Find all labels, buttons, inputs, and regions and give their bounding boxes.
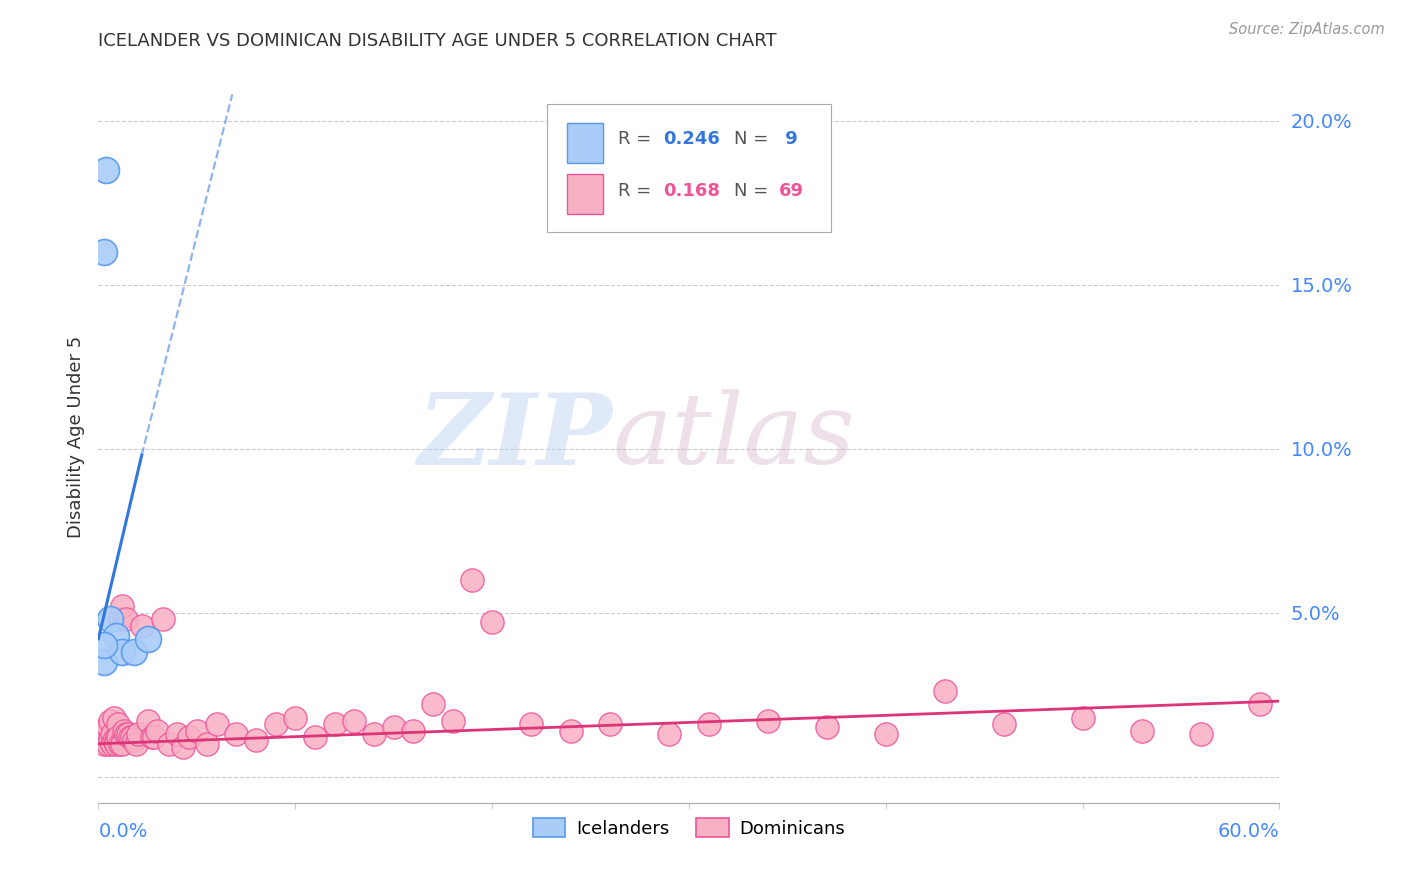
Point bbox=[166, 727, 188, 741]
Point bbox=[98, 612, 121, 626]
Point bbox=[756, 714, 779, 728]
Point bbox=[103, 733, 125, 747]
Point bbox=[101, 737, 124, 751]
Point bbox=[363, 727, 385, 741]
Point bbox=[195, 737, 218, 751]
Point bbox=[1249, 698, 1271, 712]
Point bbox=[121, 730, 143, 744]
Point bbox=[599, 717, 621, 731]
Legend: Icelanders, Dominicans: Icelanders, Dominicans bbox=[526, 811, 852, 845]
Point bbox=[136, 714, 159, 728]
Text: 9: 9 bbox=[779, 130, 797, 148]
Point bbox=[93, 244, 115, 259]
Point bbox=[225, 727, 247, 741]
Point bbox=[101, 727, 124, 741]
Point bbox=[98, 733, 121, 747]
Point bbox=[98, 714, 121, 728]
Point bbox=[560, 723, 582, 738]
Point bbox=[402, 723, 425, 738]
Point bbox=[93, 655, 115, 669]
Point bbox=[141, 730, 163, 744]
Point bbox=[157, 737, 180, 751]
Point bbox=[122, 645, 145, 659]
Point bbox=[658, 727, 681, 741]
Point bbox=[205, 717, 228, 731]
FancyBboxPatch shape bbox=[547, 104, 831, 232]
Point bbox=[245, 733, 267, 747]
Point bbox=[96, 162, 118, 177]
Point bbox=[934, 684, 956, 698]
Point bbox=[131, 618, 153, 632]
Point bbox=[117, 727, 139, 741]
Point bbox=[304, 730, 326, 744]
Point bbox=[136, 632, 159, 646]
Point bbox=[142, 730, 165, 744]
Point bbox=[112, 723, 135, 738]
Point bbox=[127, 727, 149, 741]
Point bbox=[108, 612, 131, 626]
Text: Source: ZipAtlas.com: Source: ZipAtlas.com bbox=[1229, 22, 1385, 37]
FancyBboxPatch shape bbox=[567, 122, 603, 163]
Text: R =: R = bbox=[619, 130, 657, 148]
Y-axis label: Disability Age Under 5: Disability Age Under 5 bbox=[66, 336, 84, 538]
Text: 0.0%: 0.0% bbox=[98, 822, 148, 841]
Text: 0.168: 0.168 bbox=[664, 182, 720, 200]
Point bbox=[152, 612, 174, 626]
Point bbox=[97, 737, 120, 751]
Point bbox=[105, 733, 128, 747]
Point bbox=[93, 638, 115, 652]
Point bbox=[96, 727, 118, 741]
Text: 69: 69 bbox=[779, 182, 804, 200]
Point bbox=[105, 737, 128, 751]
Text: N =: N = bbox=[734, 130, 773, 148]
Point bbox=[115, 727, 138, 741]
Point bbox=[1189, 727, 1212, 741]
Point bbox=[177, 730, 200, 744]
Point bbox=[382, 720, 405, 734]
Text: atlas: atlas bbox=[612, 390, 855, 484]
Point bbox=[107, 717, 129, 731]
Point bbox=[115, 612, 138, 626]
Point bbox=[264, 717, 287, 731]
Point bbox=[422, 698, 444, 712]
Point bbox=[96, 730, 118, 744]
Point bbox=[91, 723, 114, 738]
FancyBboxPatch shape bbox=[567, 174, 603, 214]
Point bbox=[107, 730, 129, 744]
Text: 60.0%: 60.0% bbox=[1218, 822, 1279, 841]
Point bbox=[118, 730, 141, 744]
Point bbox=[122, 733, 145, 747]
Point bbox=[1130, 723, 1153, 738]
Point bbox=[520, 717, 543, 731]
Point bbox=[111, 645, 134, 659]
Point bbox=[323, 717, 346, 731]
Point bbox=[125, 737, 148, 751]
Point bbox=[343, 714, 366, 728]
Point bbox=[146, 723, 169, 738]
Point bbox=[481, 615, 503, 630]
Point bbox=[875, 727, 897, 741]
Point bbox=[186, 723, 208, 738]
Point bbox=[697, 717, 720, 731]
Point bbox=[172, 739, 194, 754]
Text: N =: N = bbox=[734, 182, 773, 200]
Text: ZIP: ZIP bbox=[418, 389, 612, 485]
Point bbox=[108, 737, 131, 751]
Point bbox=[105, 628, 128, 642]
Point bbox=[111, 599, 134, 613]
Point bbox=[284, 710, 307, 724]
Text: R =: R = bbox=[619, 182, 657, 200]
Point bbox=[441, 714, 464, 728]
Point bbox=[93, 737, 115, 751]
Text: 0.246: 0.246 bbox=[664, 130, 720, 148]
Point bbox=[461, 573, 484, 587]
Point bbox=[1071, 710, 1094, 724]
Point bbox=[111, 737, 134, 751]
Point bbox=[97, 720, 120, 734]
Point bbox=[993, 717, 1015, 731]
Text: ICELANDER VS DOMINICAN DISABILITY AGE UNDER 5 CORRELATION CHART: ICELANDER VS DOMINICAN DISABILITY AGE UN… bbox=[98, 32, 778, 50]
Point bbox=[815, 720, 838, 734]
Point bbox=[103, 710, 125, 724]
